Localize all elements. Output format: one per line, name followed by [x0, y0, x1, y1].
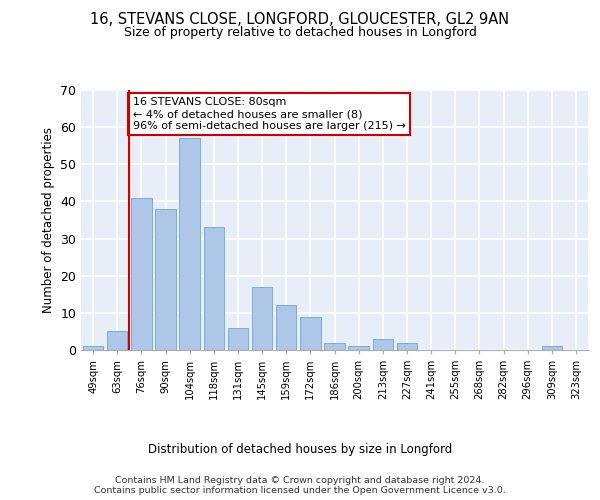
- Bar: [155, 209, 176, 350]
- Bar: [179, 138, 200, 350]
- Text: 16 STEVANS CLOSE: 80sqm
← 4% of detached houses are smaller (8)
96% of semi-deta: 16 STEVANS CLOSE: 80sqm ← 4% of detached…: [133, 98, 406, 130]
- Bar: [324, 342, 345, 350]
- Text: Contains HM Land Registry data © Crown copyright and database right 2024.
Contai: Contains HM Land Registry data © Crown c…: [94, 476, 506, 496]
- Bar: [83, 346, 103, 350]
- Bar: [300, 316, 320, 350]
- Text: 16, STEVANS CLOSE, LONGFORD, GLOUCESTER, GL2 9AN: 16, STEVANS CLOSE, LONGFORD, GLOUCESTER,…: [91, 12, 509, 28]
- Bar: [252, 287, 272, 350]
- Bar: [276, 306, 296, 350]
- Bar: [203, 228, 224, 350]
- Bar: [107, 332, 127, 350]
- Bar: [397, 342, 417, 350]
- Bar: [227, 328, 248, 350]
- Bar: [131, 198, 152, 350]
- Bar: [542, 346, 562, 350]
- Y-axis label: Number of detached properties: Number of detached properties: [41, 127, 55, 313]
- Text: Distribution of detached houses by size in Longford: Distribution of detached houses by size …: [148, 442, 452, 456]
- Bar: [373, 339, 393, 350]
- Text: Size of property relative to detached houses in Longford: Size of property relative to detached ho…: [124, 26, 476, 39]
- Bar: [349, 346, 369, 350]
